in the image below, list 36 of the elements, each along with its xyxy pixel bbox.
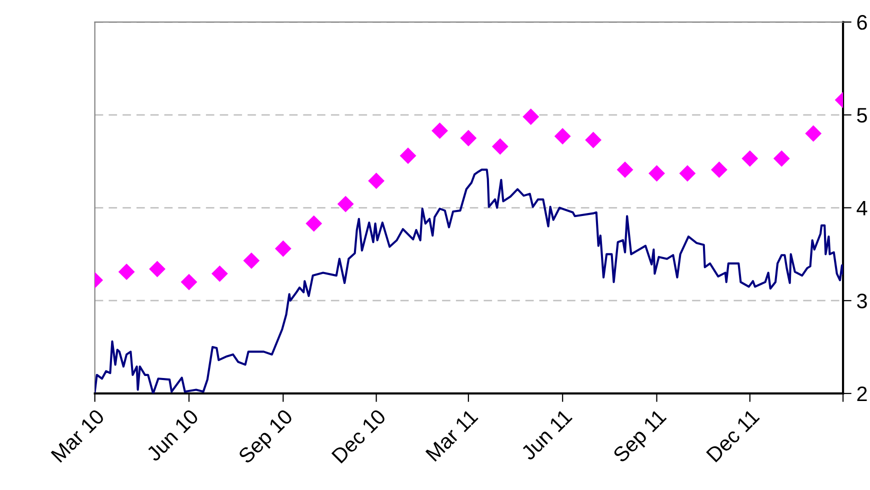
point [460,130,477,146]
point [773,150,790,167]
point [679,165,696,182]
point [522,108,540,125]
point [306,215,322,232]
point [243,252,260,269]
x-tick-label: Mar 10 [50,408,106,463]
point [368,172,385,190]
point [211,265,228,282]
y-tick-label: 4 [856,200,868,216]
point [805,125,822,142]
y-tick-label: 3 [857,294,867,308]
point [118,264,135,280]
point [274,240,292,257]
y-tick-label: 6 [857,15,867,30]
point [149,260,166,278]
point [432,122,448,139]
x-tick-label: Jun 11 [520,408,573,462]
x-tick-label: Mar 11 [425,408,479,462]
x-tick-label: Sep 11 [612,408,670,466]
point [180,274,198,290]
y-tick-label: 5 [857,108,867,123]
point [554,128,571,144]
point [710,161,728,178]
point [400,148,416,164]
point [648,165,665,182]
x-tick-label: Dec 10 [331,408,387,464]
point [742,150,758,167]
point [616,161,634,178]
point [337,196,354,212]
x-tick-label: Dec 11 [706,408,760,463]
point [492,138,508,155]
y-tick-label: 2 [857,386,867,402]
point [585,132,602,148]
x-tick-label: Jun 10 [145,408,200,462]
x-tick-label: Sep 10 [238,408,296,468]
